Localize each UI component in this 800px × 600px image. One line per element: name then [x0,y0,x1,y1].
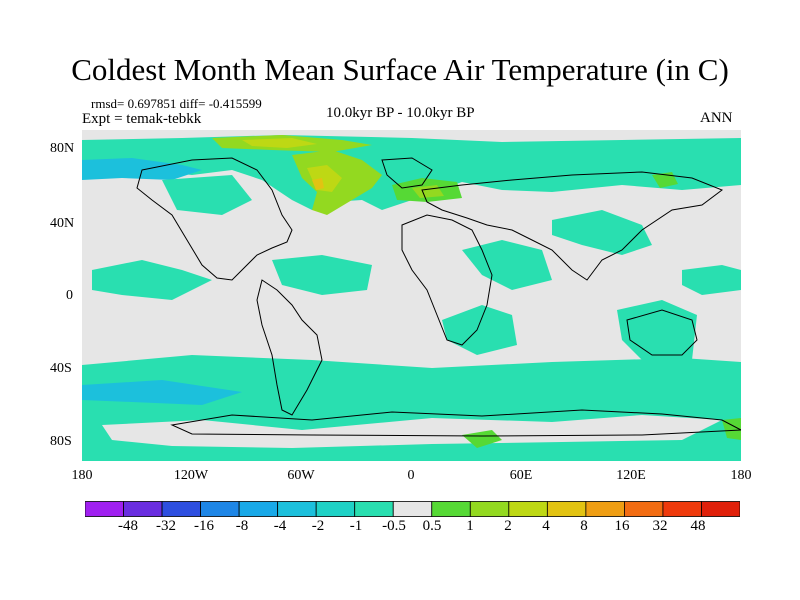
colorbar-label-n48: -48 [118,518,138,534]
lon-label-120e: 120E [616,468,646,483]
period-label: 10.0kyr BP - 10.0kyr BP [326,105,475,121]
colorbar-box-12 [546,501,587,517]
lon-label-180e: 180 [730,468,752,483]
colorbar-box-7 [354,501,394,517]
colorbar-box-14 [624,501,664,517]
colorbar [85,501,740,517]
colorbar-label-n2: -2 [311,518,325,534]
colorbar-box-11 [508,501,548,517]
colorbar-box-3 [200,501,240,517]
lon-label-60e: 60E [509,468,533,483]
lat-label-80n: 80N [50,141,75,156]
lon-label-180w: 180 [71,468,93,483]
lat-label-80s: 80S [50,434,72,449]
colorbar-box-10 [469,501,510,517]
colorbar-label-48: 48 [690,518,706,534]
coastlines [136,157,741,437]
colorbar-box-9 [431,501,471,517]
world-map [82,130,741,461]
experiment-label: Expt = temak-tebkk [82,111,202,127]
colorbar-label-n4: -4 [273,518,287,534]
colorbar-box-13 [585,501,625,517]
colorbar-box-15 [662,501,702,517]
map-title: Coldest Month Mean Surface Air Temperatu… [71,52,729,87]
lat-label-40s: 40S [50,361,72,376]
colorbar-box-2 [161,501,201,517]
colorbar-label-n8: -8 [235,518,249,534]
stats-label: rmsd= 0.697851 diff= -0.415599 [91,96,262,111]
lon-label-0: 0 [407,468,415,483]
lat-label-0: 0 [66,288,73,303]
colorbar-box-6 [315,501,356,517]
colorbar-label-n32: -32 [156,518,176,534]
colorbar-box-5 [277,501,317,517]
colorbar-box-1 [123,501,163,517]
colorbar-box-8 [392,501,433,517]
colorbar-label-n0p5: -0.5 [382,518,406,534]
colorbar-label-n16: -16 [194,518,214,534]
colorbar-label-16: 16 [614,518,630,534]
colorbar-label-0p5: 0.5 [422,518,442,534]
warm-anomaly-regions [212,135,741,440]
colorbar-label-8: 8 [580,518,588,534]
colorbar-box-4 [238,501,279,517]
colorbar-label-1: 1 [466,518,474,534]
colorbar-label-4: 4 [542,518,550,534]
colorbar-label-2: 2 [504,518,512,534]
colorbar-boxes [85,501,740,517]
colorbar-box-0 [85,501,124,517]
cool-anomaly-regions [82,135,741,461]
colorbar-label-n1: -1 [349,518,363,534]
colorbar-label-32: 32 [652,518,668,534]
colorbar-box-16 [701,501,740,517]
lat-label-40n: 40N [50,216,75,231]
lon-label-120w: 120W [173,468,209,483]
lon-label-60w: 60W [287,468,315,483]
season-label: ANN [700,110,733,126]
